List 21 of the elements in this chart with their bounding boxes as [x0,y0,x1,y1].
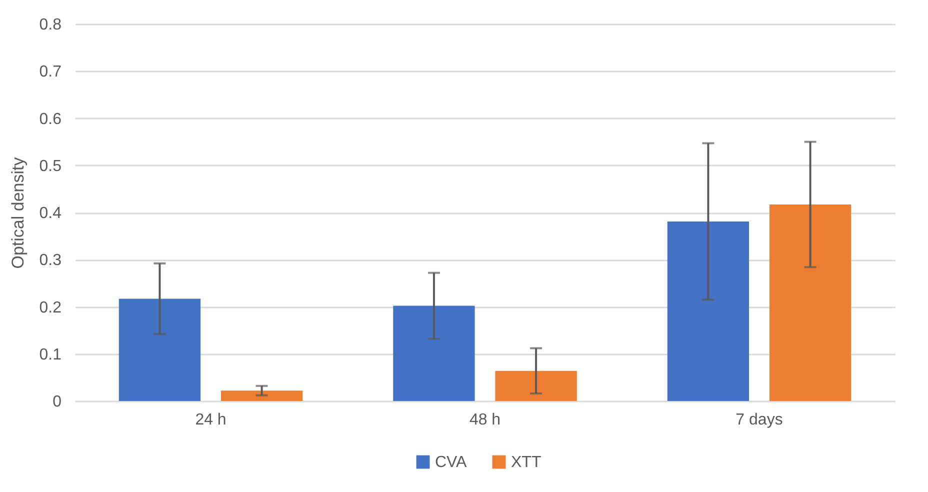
y-tick-label: 0.1 [39,346,62,364]
y-tick-label: 0.4 [39,205,62,222]
bar [769,204,852,401]
bar [220,390,303,401]
y-tick-label: 0.5 [39,158,62,175]
bar [393,306,475,401]
bar [667,221,750,401]
y-tick-label: 0.8 [39,16,62,34]
y-tick-label: 0.2 [39,299,62,316]
x-tick-label: 7 days [736,412,783,428]
y-tick-label: 0.3 [39,252,62,270]
x-tick-label: 24 h [195,412,226,428]
y-tick-label: 0.7 [39,64,62,81]
y-tick-label: 0.6 [39,110,62,128]
bar [495,370,577,401]
y-tick-label: 0 [52,394,62,410]
y-axis-title: Optical density [8,156,28,269]
bar [118,298,201,401]
legend-label: CVA [435,454,468,471]
x-tick-label: 48 h [469,412,501,428]
legend-label: XTT [511,454,542,471]
